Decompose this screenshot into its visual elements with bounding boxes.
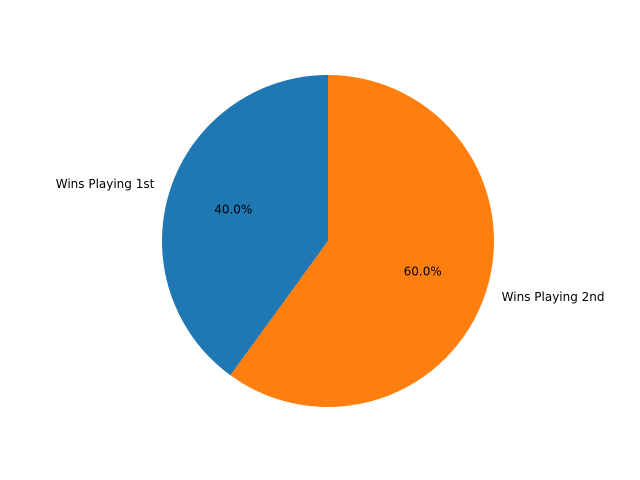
pie-slice-2	[230, 75, 495, 407]
pie-slice-1	[162, 75, 328, 376]
pie-slices	[162, 75, 495, 407]
slice-percent-label-2: 60.0%	[404, 264, 442, 278]
pie-labels: Wins Playing 1st 40.0% Wins Playing 2nd 60.…	[56, 177, 605, 304]
slice-percent-label-1: 40.0%	[214, 203, 252, 217]
slice-label-1: Wins Playing 1st	[56, 177, 155, 191]
slice-label-2: Wins Playing 2nd	[502, 290, 605, 304]
